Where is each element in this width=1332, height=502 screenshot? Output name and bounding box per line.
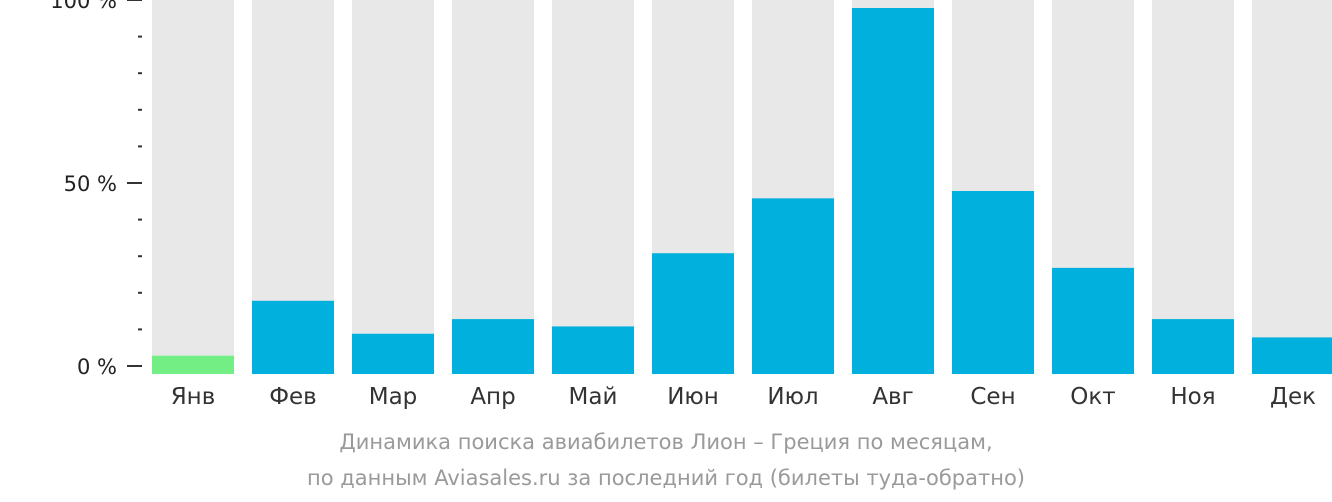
- bar-5: [652, 253, 734, 374]
- y-axis: 0 % 50 % 100 %: [50, 0, 142, 379]
- bar-1: [252, 300, 334, 374]
- bar-10: [1152, 319, 1234, 374]
- bar-8: [952, 191, 1034, 374]
- bar-0: [152, 355, 234, 374]
- x-tick-label: Ноя: [1170, 384, 1215, 410]
- bar-11: [1252, 337, 1332, 374]
- x-tick-label: Апр: [470, 384, 515, 410]
- bar-3: [452, 319, 534, 374]
- y-tick-label: 100 %: [50, 0, 117, 13]
- bar-track: [552, 0, 634, 374]
- x-tick-label: Янв: [171, 384, 216, 410]
- x-tick-label: Авг: [872, 384, 913, 410]
- caption-line-1: Динамика поиска авиабилетов Лион – Греци…: [339, 430, 993, 454]
- y-tick-label: 50 %: [64, 172, 117, 196]
- bar-track: [1252, 0, 1332, 374]
- x-tick-label: Июл: [767, 384, 818, 410]
- bar-track: [352, 0, 434, 374]
- y-tick-label: 0 %: [77, 355, 117, 379]
- bar-track: [452, 0, 534, 374]
- x-axis: Янв Фев Мар Апр Май Июн Июл Авг Сен Окт Ноя Дек: [171, 384, 1316, 410]
- bar-track: [1152, 0, 1234, 374]
- bar-9: [1052, 267, 1134, 374]
- bar-chart: 0 % 50 % 100 % Янв Фев Мар Апр Май Июн Июл Авг Сен…: [50, 0, 1332, 410]
- x-tick-label: Фев: [269, 384, 317, 410]
- bars: [152, 0, 1332, 374]
- x-tick-label: Дек: [1270, 384, 1316, 410]
- bar-4: [552, 326, 634, 374]
- bar-track: [152, 0, 234, 374]
- bar-7: [852, 8, 934, 374]
- x-tick-label: Мар: [369, 384, 418, 410]
- x-tick-label: Июн: [667, 384, 719, 410]
- caption-line-2: по данным Aviasales.ru за последний год …: [307, 466, 1025, 490]
- bar-2: [352, 333, 434, 374]
- x-tick-label: Сен: [970, 384, 1015, 410]
- x-tick-label: Май: [569, 384, 618, 410]
- bar-6: [752, 198, 834, 374]
- x-tick-label: Окт: [1070, 384, 1115, 410]
